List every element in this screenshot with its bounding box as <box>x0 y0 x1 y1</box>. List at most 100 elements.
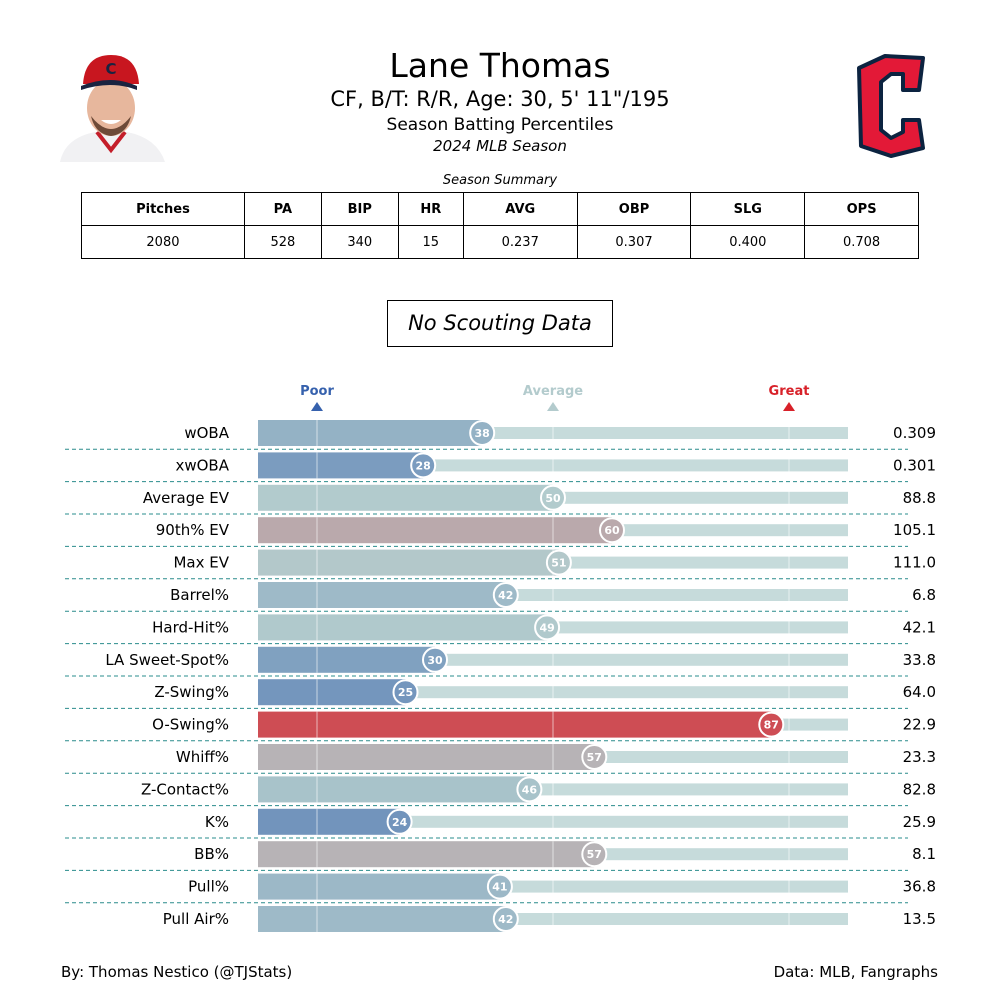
marker-label-average: Average <box>523 384 583 399</box>
metric-label: wOBA <box>184 424 229 442</box>
percentile-value: 87 <box>764 719 779 732</box>
percentile-value: 57 <box>587 848 602 861</box>
marker-label-poor: Poor <box>300 384 334 399</box>
stat-value: 36.8 <box>903 878 936 896</box>
percentile-value: 50 <box>545 492 561 505</box>
percentile-bar <box>258 614 548 641</box>
metric-label: 90th% EV <box>156 521 230 539</box>
stat-value: 23.3 <box>903 748 936 766</box>
percentile-marker <box>386 808 413 835</box>
stat-value: 6.8 <box>912 586 936 604</box>
percentile-bar <box>258 808 400 835</box>
table-header-pa: PA <box>243 192 322 226</box>
stat-value: 64.0 <box>903 683 936 701</box>
percentile-value: 42 <box>498 913 513 926</box>
percentile-marker <box>581 744 608 770</box>
percentile-bar <box>258 744 595 770</box>
percentile-marker <box>492 582 519 608</box>
percentile-value: 46 <box>522 783 538 796</box>
footer-source: Data: MLB, Fangraphs <box>773 963 938 981</box>
stat-value: 88.8 <box>903 489 936 507</box>
stat-value: 0.301 <box>893 456 936 474</box>
metric-label: BB% <box>194 845 229 863</box>
table-header-avg: AVG <box>462 192 578 226</box>
table-cell-slg: 0.400 <box>690 225 806 259</box>
percentile-bar <box>258 776 530 803</box>
percentile-marker <box>534 614 561 641</box>
table-cell-avg: 0.237 <box>462 225 578 259</box>
percentile-marker <box>392 679 419 706</box>
percentile-value: 42 <box>498 589 513 602</box>
percentile-value: 25 <box>398 686 413 699</box>
marker-triangle-icon <box>783 402 795 411</box>
percentile-marker <box>486 873 513 900</box>
season-label: 2024 MLB Season <box>433 137 567 155</box>
percentile-marker <box>469 420 496 446</box>
percentile-value: 60 <box>604 524 620 537</box>
percentile-marker <box>492 906 519 932</box>
percentile-value: 41 <box>492 881 507 894</box>
svg-text:C: C <box>105 60 116 78</box>
stat-value: 0.309 <box>893 424 936 442</box>
percentile-bar <box>258 679 406 706</box>
player-headshot: C <box>60 55 165 162</box>
percentile-marker <box>758 711 785 738</box>
percentile-chart: Poor Average Great wOBA 38 0.309 xwOBA 28 0.301 A… <box>65 384 936 932</box>
percentile-bar <box>258 420 483 446</box>
percentile-bar <box>258 646 435 673</box>
table-header-bip: BIP <box>320 192 399 226</box>
percentile-bar <box>258 906 506 932</box>
metric-label: Hard-Hit% <box>152 618 229 636</box>
metric-label: K% <box>205 813 229 831</box>
metric-label: O-Swing% <box>152 716 229 734</box>
percentile-value: 49 <box>539 621 554 634</box>
percentile-marker <box>516 776 543 803</box>
percentile-marker <box>540 484 566 511</box>
table-header-slg: SLG <box>690 192 806 226</box>
percentile-value: 30 <box>427 654 443 667</box>
stat-value: 13.5 <box>903 910 936 928</box>
percentile-marker <box>599 517 625 544</box>
team-logo <box>857 54 925 158</box>
chart-subtitle: Season Batting Percentiles <box>386 115 614 135</box>
player-bio: CF, B/T: R/R, Age: 30, 5' 11"/195 <box>330 87 670 111</box>
stat-value: 8.1 <box>912 845 936 863</box>
percentile-value: 57 <box>587 751 602 764</box>
metric-label: Z-Swing% <box>154 683 229 701</box>
metric-label: Whiff% <box>176 748 229 766</box>
metric-label: Barrel% <box>170 586 229 604</box>
percentile-marker <box>422 646 448 673</box>
metric-label: Average EV <box>143 489 230 507</box>
table-header-obp: OBP <box>576 192 692 226</box>
metric-label: Max EV <box>173 554 229 572</box>
percentile-bar <box>258 841 595 868</box>
percentile-bar <box>258 873 500 900</box>
percentile-value: 38 <box>475 427 490 440</box>
stat-value: 111.0 <box>893 554 936 572</box>
scouting-box: No Scouting Data <box>387 300 613 347</box>
table-header-pitches: Pitches <box>81 192 245 226</box>
table-cell-ops: 0.708 <box>804 225 919 259</box>
percentile-value: 24 <box>392 816 408 829</box>
percentile-value: 51 <box>551 557 566 570</box>
metric-label: Pull Air% <box>163 910 229 928</box>
percentile-bar <box>258 711 772 738</box>
metric-label: Z-Contact% <box>141 780 229 798</box>
percentile-bar <box>258 549 559 576</box>
stat-value: 105.1 <box>893 521 936 539</box>
player-name: Lane Thomas <box>389 46 611 85</box>
percentile-marker <box>581 841 608 868</box>
stat-value: 22.9 <box>903 716 936 734</box>
marker-triangle-icon <box>311 402 323 411</box>
percentile-value: 28 <box>416 459 431 472</box>
table-cell-hr: 15 <box>397 225 464 259</box>
percentile-bar <box>258 452 424 479</box>
marker-triangle-icon <box>547 402 559 411</box>
stat-value: 42.1 <box>903 618 936 636</box>
table-header-ops: OPS <box>804 192 919 226</box>
stat-value: 25.9 <box>903 813 936 831</box>
season-summary-table: Pitches PA BIP HR AVG OBP SLG OPS 2080 528 340 15 0.… <box>81 192 919 259</box>
table-cell-obp: 0.307 <box>576 225 692 259</box>
stat-value: 82.8 <box>903 780 936 798</box>
stat-value: 33.8 <box>903 651 936 669</box>
